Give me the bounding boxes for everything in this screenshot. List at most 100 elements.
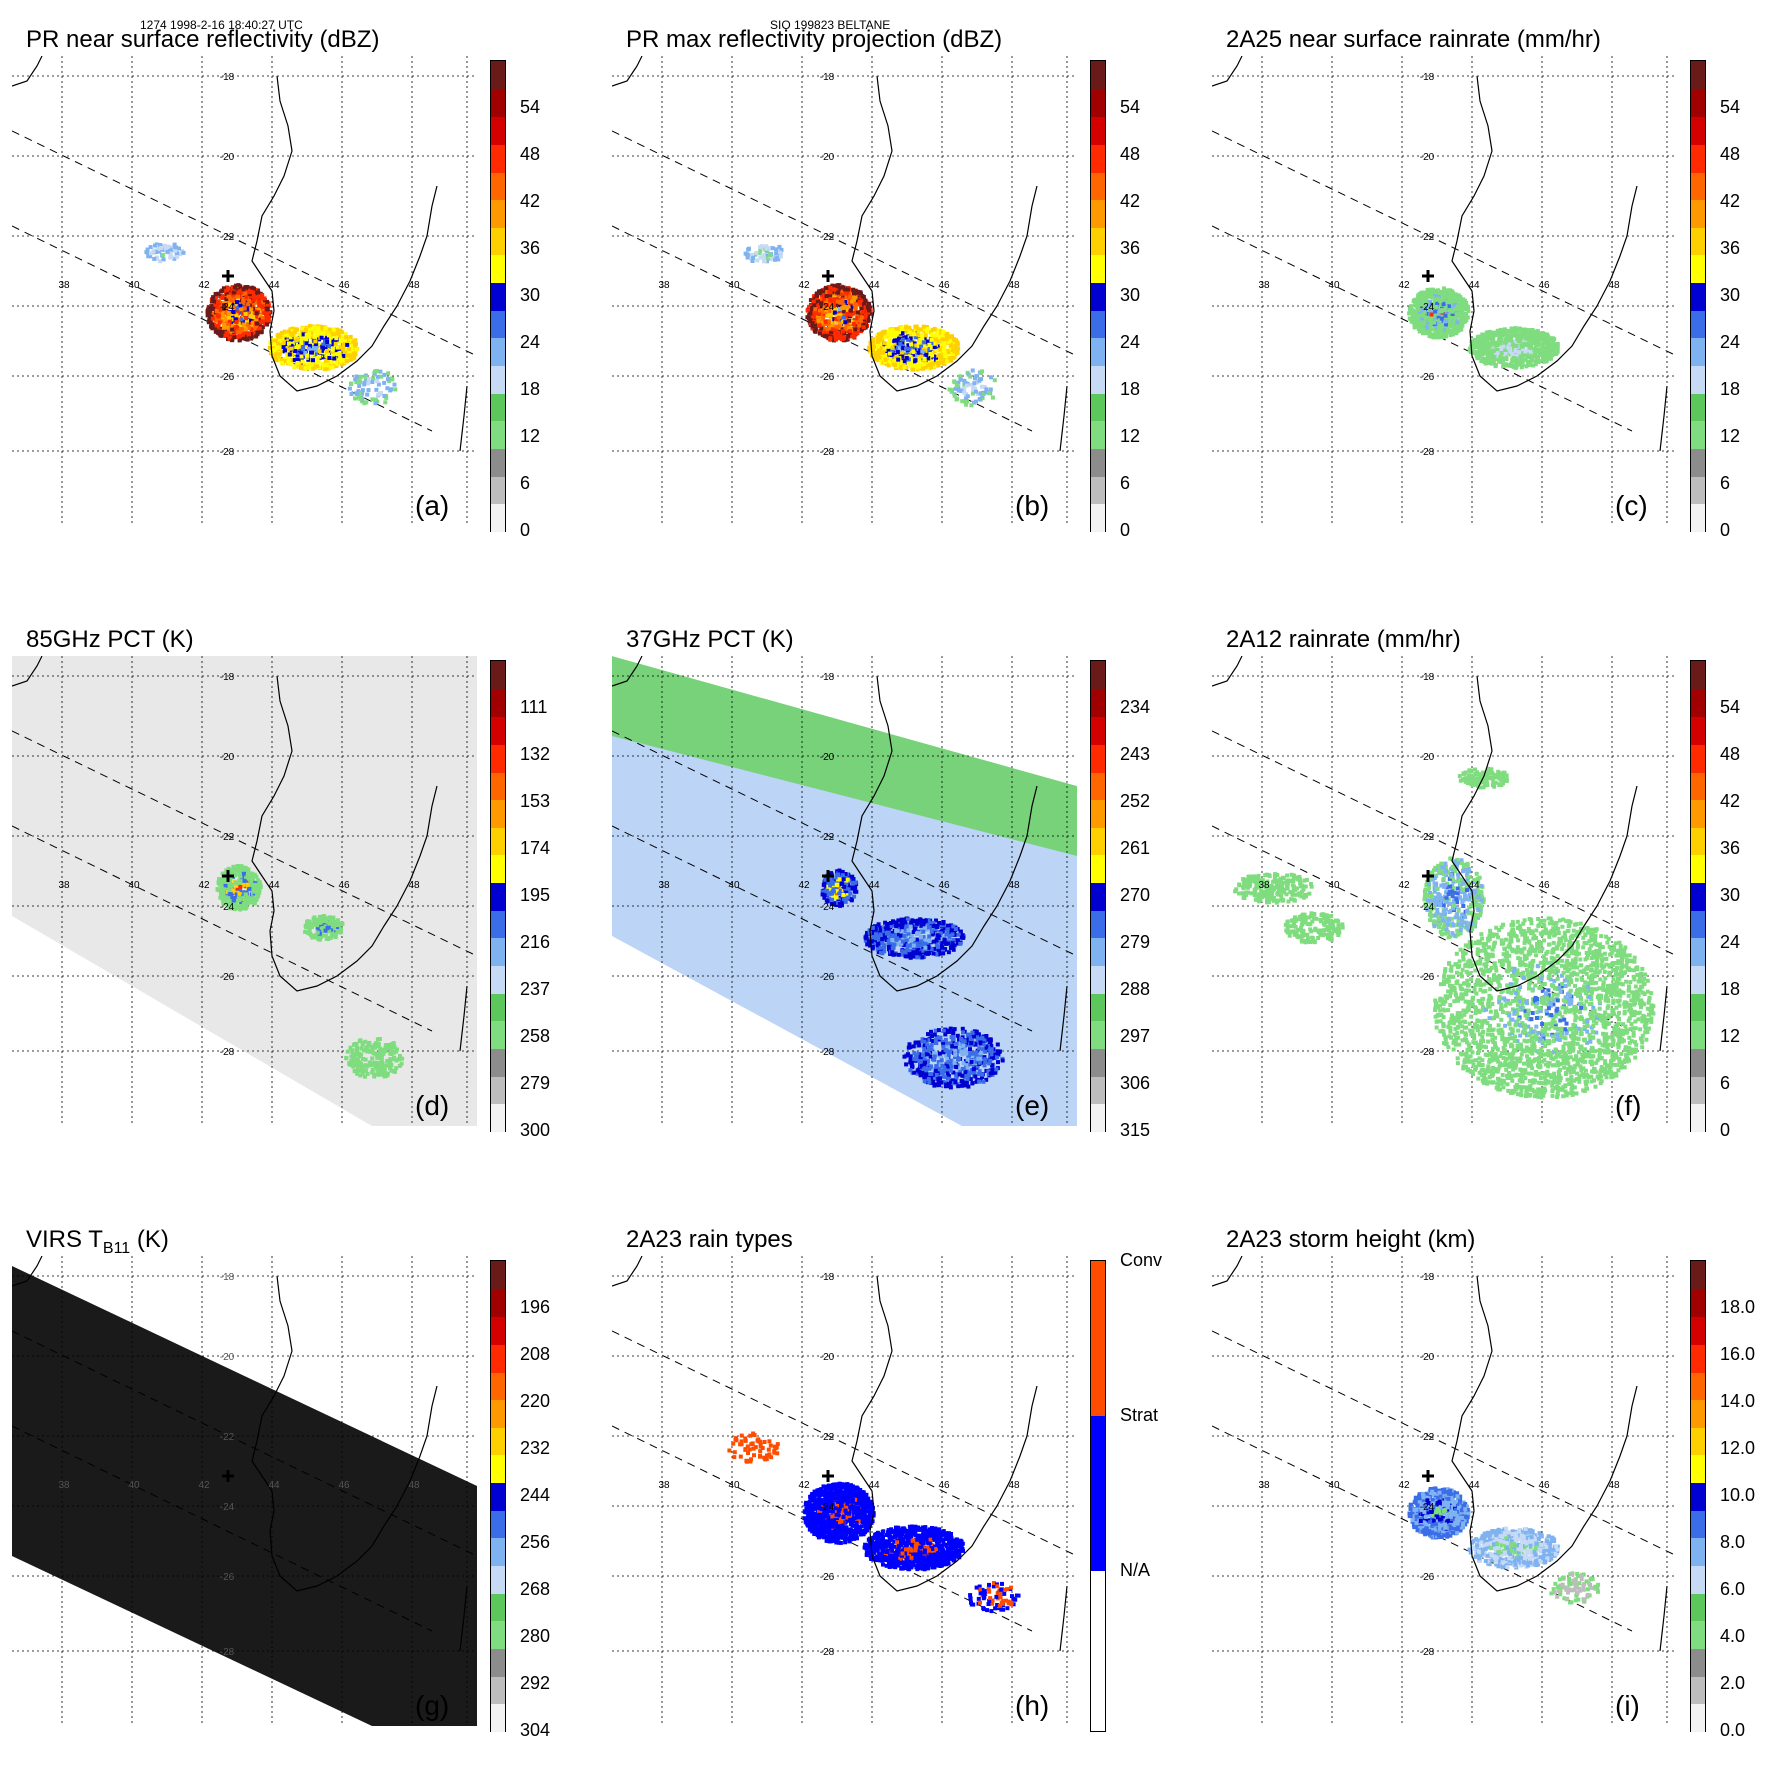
data-pixel: [819, 301, 824, 306]
data-pixel: [290, 341, 295, 346]
data-pixel: [378, 369, 383, 374]
data-pixel: [1532, 337, 1537, 342]
data-pixel: [1459, 309, 1464, 314]
lat-label: -28: [220, 447, 235, 458]
data-pixel: [325, 926, 330, 931]
data-pixel: [964, 383, 969, 388]
data-pixel: [1450, 321, 1455, 326]
data-pixel: [234, 880, 238, 885]
panel-title-text: 2A25 near surface rainrate (mm/hr): [1226, 26, 1601, 53]
coastline: [1451, 75, 1638, 392]
data-pixel: [933, 337, 938, 342]
data-pixel: [315, 930, 320, 935]
data-pixel: [768, 253, 773, 257]
data-pixel: [1541, 357, 1546, 361]
data-pixel: [229, 313, 234, 318]
data-pixel: [252, 901, 257, 906]
data-pixel: [929, 341, 934, 346]
data-pixel: [234, 902, 238, 907]
colorbar-segment: [491, 309, 505, 339]
data-pixel: [248, 871, 253, 876]
data-pixel: [1465, 315, 1470, 320]
data-pixel: [882, 354, 887, 359]
data-pixel: [331, 341, 336, 346]
data-pixel: [849, 299, 854, 304]
data-pixel: [1441, 290, 1446, 295]
data-pixel: [965, 394, 970, 399]
data-pixel: [1416, 296, 1421, 301]
data-pixel: [363, 1039, 368, 1044]
data-pixel: [359, 390, 364, 395]
panel-d: 38 40 42 44 46 48 -18 -20 -22 -24 -26 -28 85GHz PCT …: [0, 620, 550, 1140]
data-pixel: [160, 252, 165, 257]
colorbar-tick-label: 42: [1720, 191, 1741, 211]
data-pixel: [317, 329, 322, 334]
data-pixel: [238, 907, 243, 912]
colorbar-segment: [491, 143, 505, 173]
data-pixel: [304, 327, 308, 332]
data-pixel: [241, 299, 246, 304]
data-pixel: [821, 315, 826, 320]
data-pixel: [955, 340, 960, 345]
data-pixel: [259, 296, 264, 300]
data-pixel: [983, 390, 988, 395]
data-pixel: [335, 929, 340, 933]
data-pixel: [1516, 328, 1520, 333]
data-pixel: [374, 387, 379, 392]
data-pixel: [1543, 356, 1548, 361]
data-pixel: [226, 902, 231, 907]
data-pixel: [1448, 333, 1453, 337]
data-pixel: [388, 1045, 393, 1050]
data-pixel: [920, 338, 925, 343]
data-pixel: [900, 354, 905, 359]
data-pixel: [1443, 313, 1448, 318]
data-pixel: [848, 334, 853, 339]
colorbar-segment: [1091, 88, 1105, 118]
lon-label: 40: [728, 280, 740, 291]
data-pixel: [1429, 312, 1434, 317]
data-pixel: [1474, 349, 1479, 354]
data-pixel: [1473, 338, 1478, 343]
data-pixel: [273, 351, 278, 356]
data-pixel: [1511, 326, 1516, 331]
data-pixel: [915, 332, 920, 337]
data-pixel: [1533, 334, 1538, 339]
data-pixel: [834, 324, 839, 329]
data-pixel: [232, 285, 237, 290]
data-pixel: [1446, 290, 1451, 295]
data-pixel: [910, 352, 915, 357]
data-pixel: [1482, 360, 1487, 364]
data-pixel: [833, 290, 838, 295]
data-pixel: [364, 377, 369, 382]
data-pixel: [1519, 336, 1523, 341]
data-pixel: [1489, 361, 1494, 366]
data-pixel: [929, 337, 934, 342]
swath-edge-line: [12, 825, 433, 1032]
data-pixel: [257, 302, 262, 307]
data-pixel: [254, 314, 259, 319]
data-pixel: [766, 246, 771, 251]
data-pixel: [824, 298, 829, 303]
data-pixel: [1434, 321, 1439, 326]
colorbar: [490, 60, 506, 532]
data-pixel: [1457, 307, 1462, 311]
colorbar-tick-label: 30: [520, 285, 541, 305]
data-pixel: [836, 324, 841, 329]
data-pixel: [355, 1068, 360, 1073]
data-pixel: [289, 346, 294, 351]
data-pixel: [951, 353, 956, 358]
colorbar-segment: [1091, 171, 1105, 201]
data-pixel: [1524, 364, 1529, 369]
data-pixel: [248, 900, 253, 905]
data-pixel: [1416, 304, 1421, 309]
data-pixel: [818, 308, 823, 313]
data-pixel: [238, 304, 243, 308]
data-pixel: [281, 340, 286, 345]
data-pixel: [1474, 343, 1479, 348]
data-pixel: [832, 306, 837, 311]
data-pixel: [230, 324, 235, 329]
data-pixel: [312, 922, 317, 927]
data-pixel: [315, 364, 320, 369]
data-pixel: [237, 891, 242, 896]
data-pixel: [947, 335, 952, 340]
